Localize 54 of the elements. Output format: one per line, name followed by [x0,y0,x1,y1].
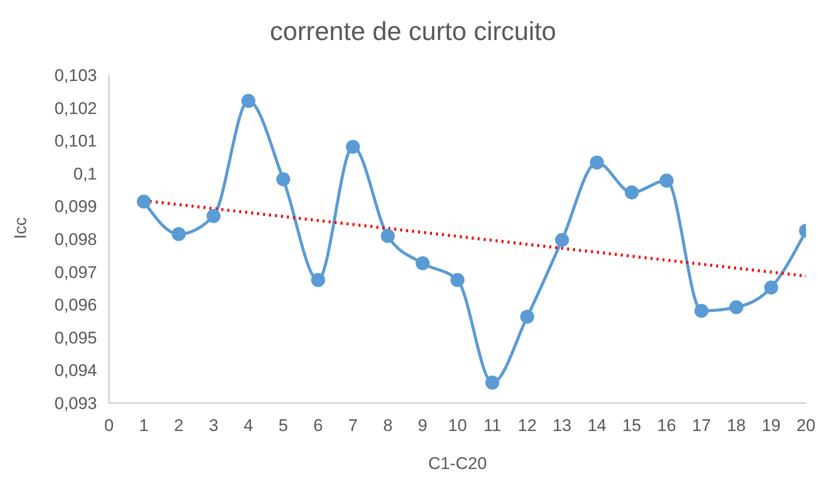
y-tick-label: 0,102 [54,98,97,118]
x-tick-label: 4 [244,416,254,436]
chart-title: corrente de curto circuito [268,16,558,47]
y-axis-title: Icc [11,216,30,239]
point [729,300,744,314]
y-tick-label: 0,099 [54,197,97,216]
point [555,232,570,247]
point [590,156,604,170]
point [172,227,186,242]
point [764,280,778,295]
point [485,376,500,390]
y-tick-label: 0,095 [54,328,97,348]
x-tick-label: 9 [418,416,428,436]
x-tick-label: 5 [278,416,288,436]
x-tick-label: 11 [484,416,502,436]
x-tick-label: 19 [762,416,781,436]
y-tick-label: 0,101 [54,132,97,151]
x-tick-label: 18 [726,416,746,436]
point [624,185,639,200]
x-tick-label: 12 [518,416,537,436]
point [520,310,534,324]
point [380,229,395,244]
x-tick-label: 10 [448,416,467,436]
point [311,273,326,287]
point [694,304,708,318]
point [660,174,674,188]
x-tick-label: 13 [552,416,572,436]
point [416,256,430,270]
x-tick-label: 0 [104,416,114,436]
point [276,172,290,186]
x-tick-label: 1 [139,416,149,436]
y-tick-label: 0,094 [54,361,97,380]
x-axis-title: C1-C20 [428,454,487,473]
point [206,209,221,224]
y-tick-label: 0,097 [54,262,97,282]
x-tick-label: 7 [348,416,358,436]
x-tick-label: 15 [622,416,642,436]
y-tick-label: 0,096 [54,296,97,315]
y-tick-label: 0,1 [73,164,97,184]
y-tick-label: 0,093 [54,394,97,414]
x-tick-label: 14 [587,416,606,436]
x-tick-label: 16 [657,416,676,436]
y-tick-label: 0,103 [54,66,97,86]
y-tick-label: 0,098 [54,230,97,250]
x-tick-label: 8 [383,416,393,436]
point [450,273,464,287]
x-tick-label: 3 [208,416,218,436]
point [241,94,256,108]
point [346,140,360,154]
x-tick-label: 17 [692,416,711,436]
x-tick-label: 6 [313,416,323,436]
x-tick-label: 2 [174,416,184,436]
point [136,194,151,209]
x-tick-label: 20 [796,416,816,436]
